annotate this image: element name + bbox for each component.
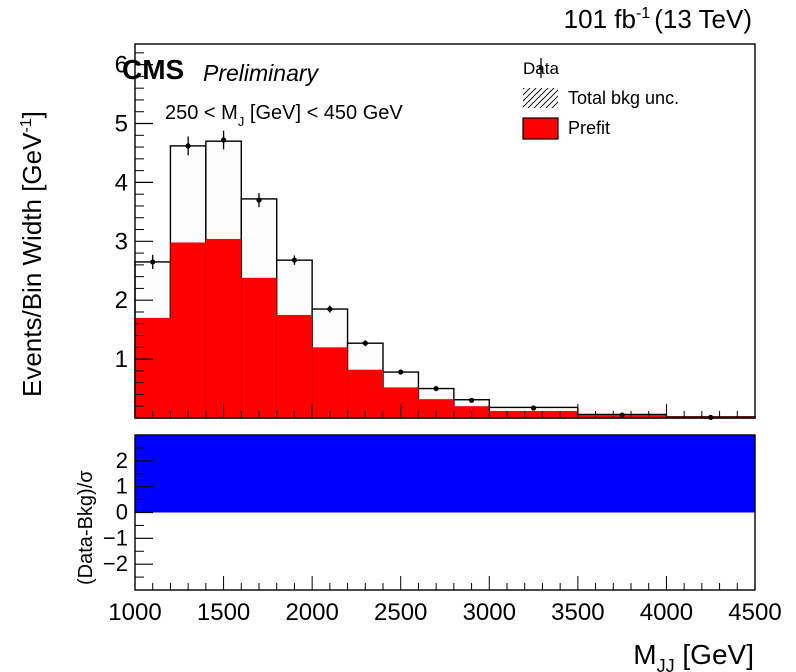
data-point [530,405,537,411]
x-tick-label: 2000 [285,599,338,626]
y-tick-label: −1 [103,525,128,550]
data-point-marker [256,197,262,203]
data-point-marker [327,306,333,312]
data-point [150,254,156,269]
data-point-marker [530,405,537,411]
x-tick-label: 4000 [640,599,693,626]
y-tick-label: 5 [115,111,128,138]
data-points [150,130,714,421]
data-point [327,305,333,313]
y-tick-label: 0 [116,500,128,525]
data-point [398,369,404,375]
y-tick-label: 6 [115,52,128,79]
data-point-marker [185,143,191,149]
x-axis-title: MJJ [GeV] [633,639,754,672]
top-y-axis-title: Events/Bin Width [GeV-1] [17,111,47,397]
y-tick-label: 4 [115,169,128,196]
y-tick-label: 2 [115,287,128,314]
x-tick-label: 2500 [374,599,427,626]
bottom-y-axis-title: (Data-Bkg)/σ [75,470,97,585]
experiment-label: CMS [122,54,184,85]
data-point [468,397,475,403]
pull-band [135,435,755,513]
data-point-marker [468,397,475,403]
data-point-marker [433,385,439,392]
prefit-bar [347,369,383,418]
data-point-marker [398,369,404,375]
data-point-marker [362,340,368,346]
top-plot-frame [134,43,756,419]
legend: Data Total bkg unc. Prefit [522,58,679,140]
legend-data-marker [538,58,544,78]
prefit-bar [135,317,171,418]
prefit-bar [205,238,242,418]
top-panel: 1 2 3 4 5 6 CMS Preliminary 250 < MJ [GeV] < … [17,43,756,421]
y-tick-label: 3 [115,228,128,255]
data-point [291,255,298,265]
legend-entry-prefit: Prefit [568,118,610,138]
data-point [256,193,262,208]
legend-entry-data: Data [523,59,559,78]
lumi-label: 101 fb-1 (13 TeV) [564,4,752,34]
data-point [220,130,227,150]
legend-hatch-swatch [523,88,558,108]
data-point [362,340,368,347]
data-point [619,412,625,418]
prefit-bar [418,399,454,418]
y-tick-label: 1 [116,474,128,499]
x-tick-label: 4500 [728,599,781,626]
prefit-bar [489,410,578,418]
top-y-axis: 1 2 3 4 5 6 [115,52,153,407]
status-label: Preliminary [203,60,320,86]
data-point-marker [220,137,227,143]
x-axis: 1000 1500 2000 2500 3000 3500 4000 4500 [108,576,782,626]
data-point-marker [619,412,625,418]
y-tick-label: 2 [116,448,128,473]
data-point [185,136,191,156]
prefit-bar [276,314,313,418]
x-tick-label: 3000 [463,599,516,626]
top-x-ticks [134,404,756,418]
x-tick-label: 1500 [197,599,250,626]
data-point-marker [150,259,156,265]
y-tick-label: 1 [115,346,128,373]
legend-entry-unc: Total bkg unc. [568,88,679,108]
prefit-bar [312,347,348,418]
y-tick-label: −2 [103,551,128,576]
x-tick-label: 1000 [108,599,161,626]
data-point-marker [291,257,298,263]
prefit-bar [170,242,206,418]
data-point [433,385,439,392]
selection-label: 250 < MJ [GeV] < 450 GeV [165,102,403,129]
prefit-histogram [135,238,755,418]
x-tick-label: 3500 [551,599,604,626]
prefit-bar [241,277,277,418]
legend-prefit-swatch [522,117,559,140]
